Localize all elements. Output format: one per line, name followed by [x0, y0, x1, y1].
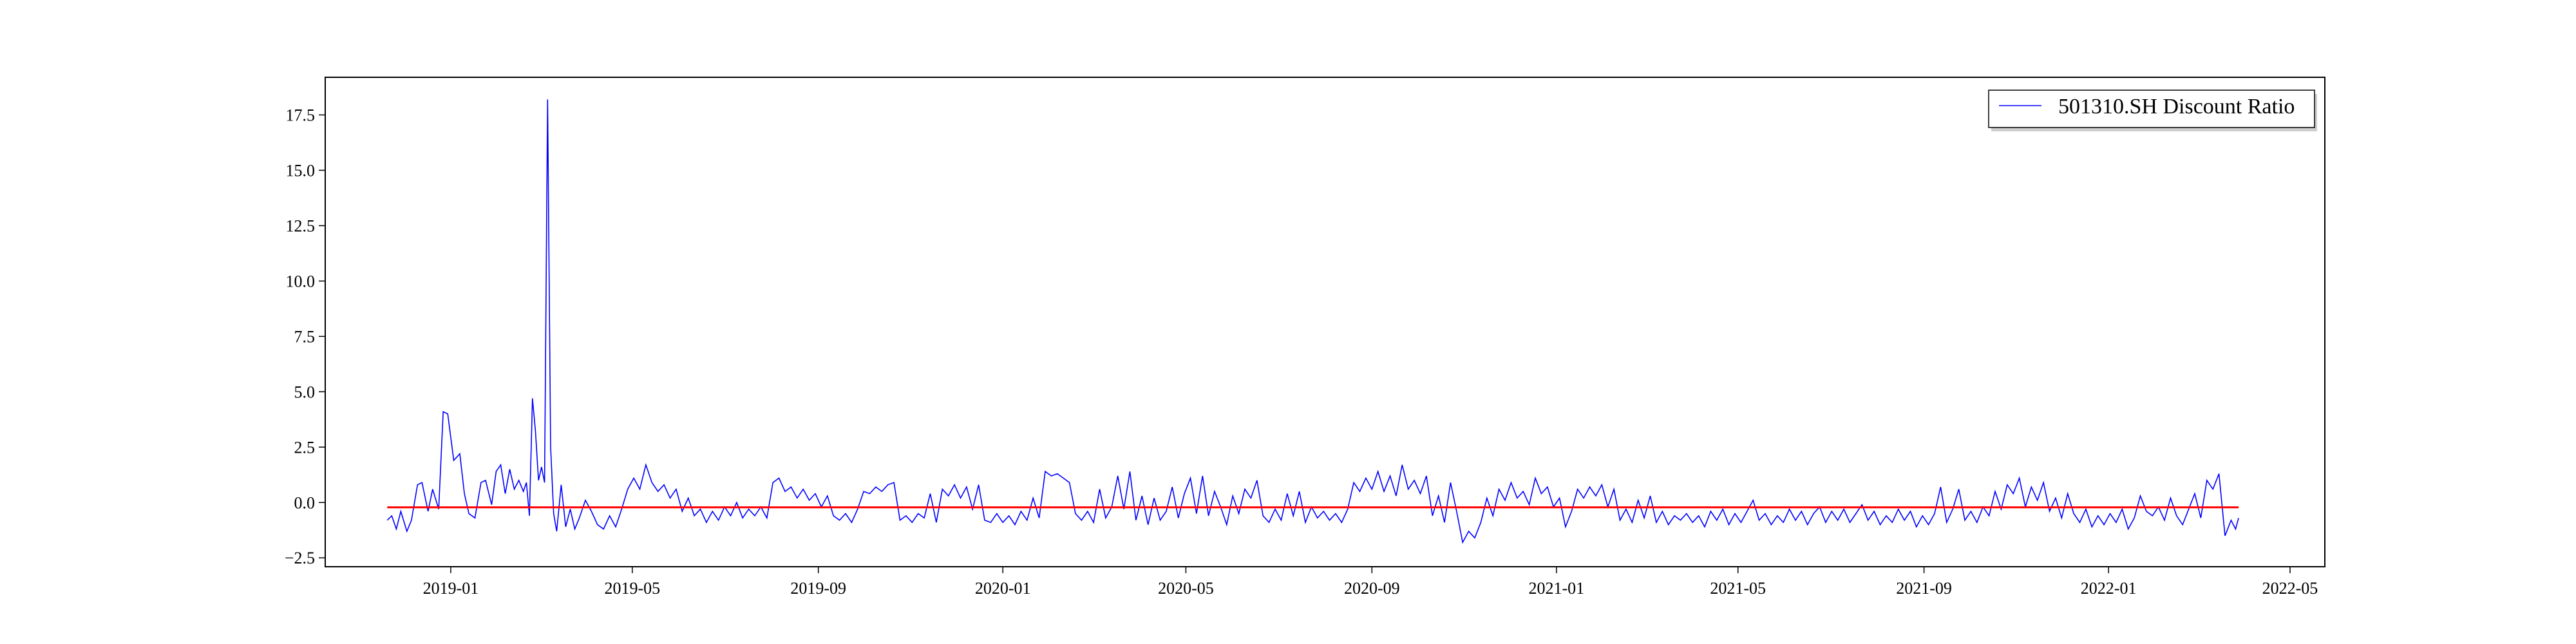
- legend-box: [1988, 90, 2315, 128]
- x-tick-label: 2021-05: [1710, 579, 1766, 598]
- y-tick-label: −2.5: [285, 549, 315, 567]
- y-tick-label: 15.0: [286, 161, 316, 180]
- plot-area: [386, 99, 2239, 544]
- x-tick-label: 2022-05: [2262, 579, 2318, 598]
- x-tick-label: 2019-09: [790, 579, 846, 598]
- x-tick-label: 2022-01: [2081, 579, 2137, 598]
- y-tick-label: 0.0: [294, 493, 316, 512]
- x-tick-label: 2021-01: [1529, 579, 1585, 598]
- x-tick-label: 2020-05: [1158, 579, 1214, 598]
- y-tick-label: 7.5: [294, 327, 316, 346]
- series-line-discount-ratio: [386, 99, 2239, 544]
- y-tick-label: 5.0: [294, 383, 316, 401]
- legend: 501310.SH Discount Ratio: [1988, 90, 2317, 131]
- legend-label: 501310.SH Discount Ratio: [2058, 95, 2295, 118]
- y-tick-label: 10.0: [286, 272, 316, 290]
- axes: −2.5 0.0 2.5 5.0 7.5 10.0 12.5 15.0 17.5 2019-01 2…: [285, 106, 2318, 598]
- x-tick-label: 2019-05: [604, 579, 660, 598]
- y-tick-label: 12.5: [286, 216, 316, 235]
- x-tick-label: 2019-01: [423, 579, 479, 598]
- y-tick-label: 2.5: [294, 438, 316, 457]
- x-tick-label: 2020-09: [1344, 579, 1400, 598]
- plot-frame: [325, 77, 2325, 567]
- x-tick-label: 2020-01: [975, 579, 1031, 598]
- x-tick-label: 2021-09: [1896, 579, 1952, 598]
- y-tick-label: 17.5: [286, 106, 316, 124]
